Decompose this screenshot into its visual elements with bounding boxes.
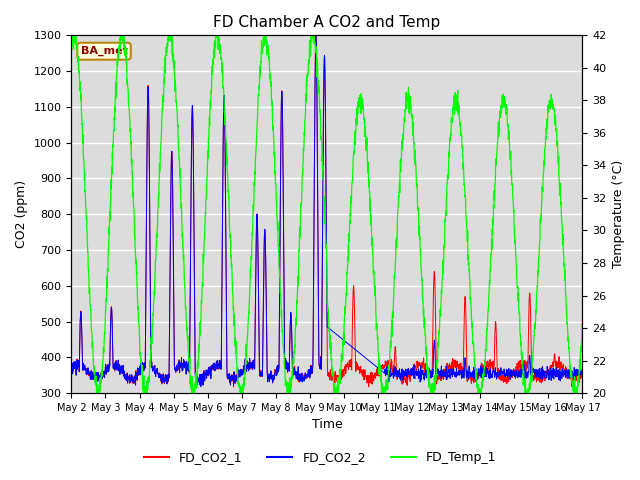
FD_CO2_2 bbox=[342, 339, 349, 345]
Line: FD_CO2_2: FD_CO2_2 bbox=[72, 35, 582, 386]
FD_Temp_1 bbox=[534, 272, 541, 277]
FD_Temp_1 bbox=[476, 390, 483, 396]
FD_Temp_1 bbox=[579, 328, 586, 334]
FD_CO2_1 bbox=[210, 365, 218, 371]
FD_CO2_1 bbox=[230, 384, 237, 390]
FD_Temp_1 bbox=[211, 40, 218, 46]
FD_Temp_1 bbox=[548, 104, 556, 109]
FD_CO2_1 bbox=[312, 33, 320, 38]
FD_CO2_2 bbox=[579, 376, 586, 382]
FD_CO2_2 bbox=[197, 384, 205, 389]
FD_CO2_1 bbox=[342, 371, 349, 377]
FD_CO2_2 bbox=[68, 365, 76, 371]
Text: BA_met: BA_met bbox=[81, 46, 127, 56]
FD_CO2_2 bbox=[312, 32, 320, 37]
FD_CO2_1 bbox=[548, 362, 556, 368]
FD_CO2_1 bbox=[534, 372, 541, 377]
FD_CO2_2 bbox=[548, 370, 556, 376]
FD_Temp_1 bbox=[93, 390, 100, 396]
FD_CO2_1 bbox=[579, 373, 586, 379]
Legend: FD_CO2_1, FD_CO2_2, FD_Temp_1: FD_CO2_1, FD_CO2_2, FD_Temp_1 bbox=[139, 446, 501, 469]
X-axis label: Time: Time bbox=[312, 419, 342, 432]
FD_Temp_1 bbox=[68, 51, 76, 57]
FD_CO2_1 bbox=[476, 372, 483, 377]
Y-axis label: Temperature (°C): Temperature (°C) bbox=[612, 160, 625, 268]
FD_CO2_1 bbox=[353, 361, 361, 367]
FD_CO2_2 bbox=[476, 369, 483, 375]
FD_Temp_1 bbox=[353, 122, 361, 128]
Title: FD Chamber A CO2 and Temp: FD Chamber A CO2 and Temp bbox=[213, 15, 440, 30]
Y-axis label: CO2 (ppm): CO2 (ppm) bbox=[15, 180, 28, 248]
FD_Temp_1 bbox=[68, 33, 76, 38]
Line: FD_CO2_1: FD_CO2_1 bbox=[72, 36, 582, 387]
FD_CO2_2 bbox=[353, 348, 361, 354]
FD_CO2_1 bbox=[68, 364, 76, 370]
FD_CO2_2 bbox=[211, 360, 218, 366]
FD_CO2_2 bbox=[534, 368, 541, 374]
Line: FD_Temp_1: FD_Temp_1 bbox=[72, 36, 582, 393]
FD_Temp_1 bbox=[342, 299, 349, 304]
